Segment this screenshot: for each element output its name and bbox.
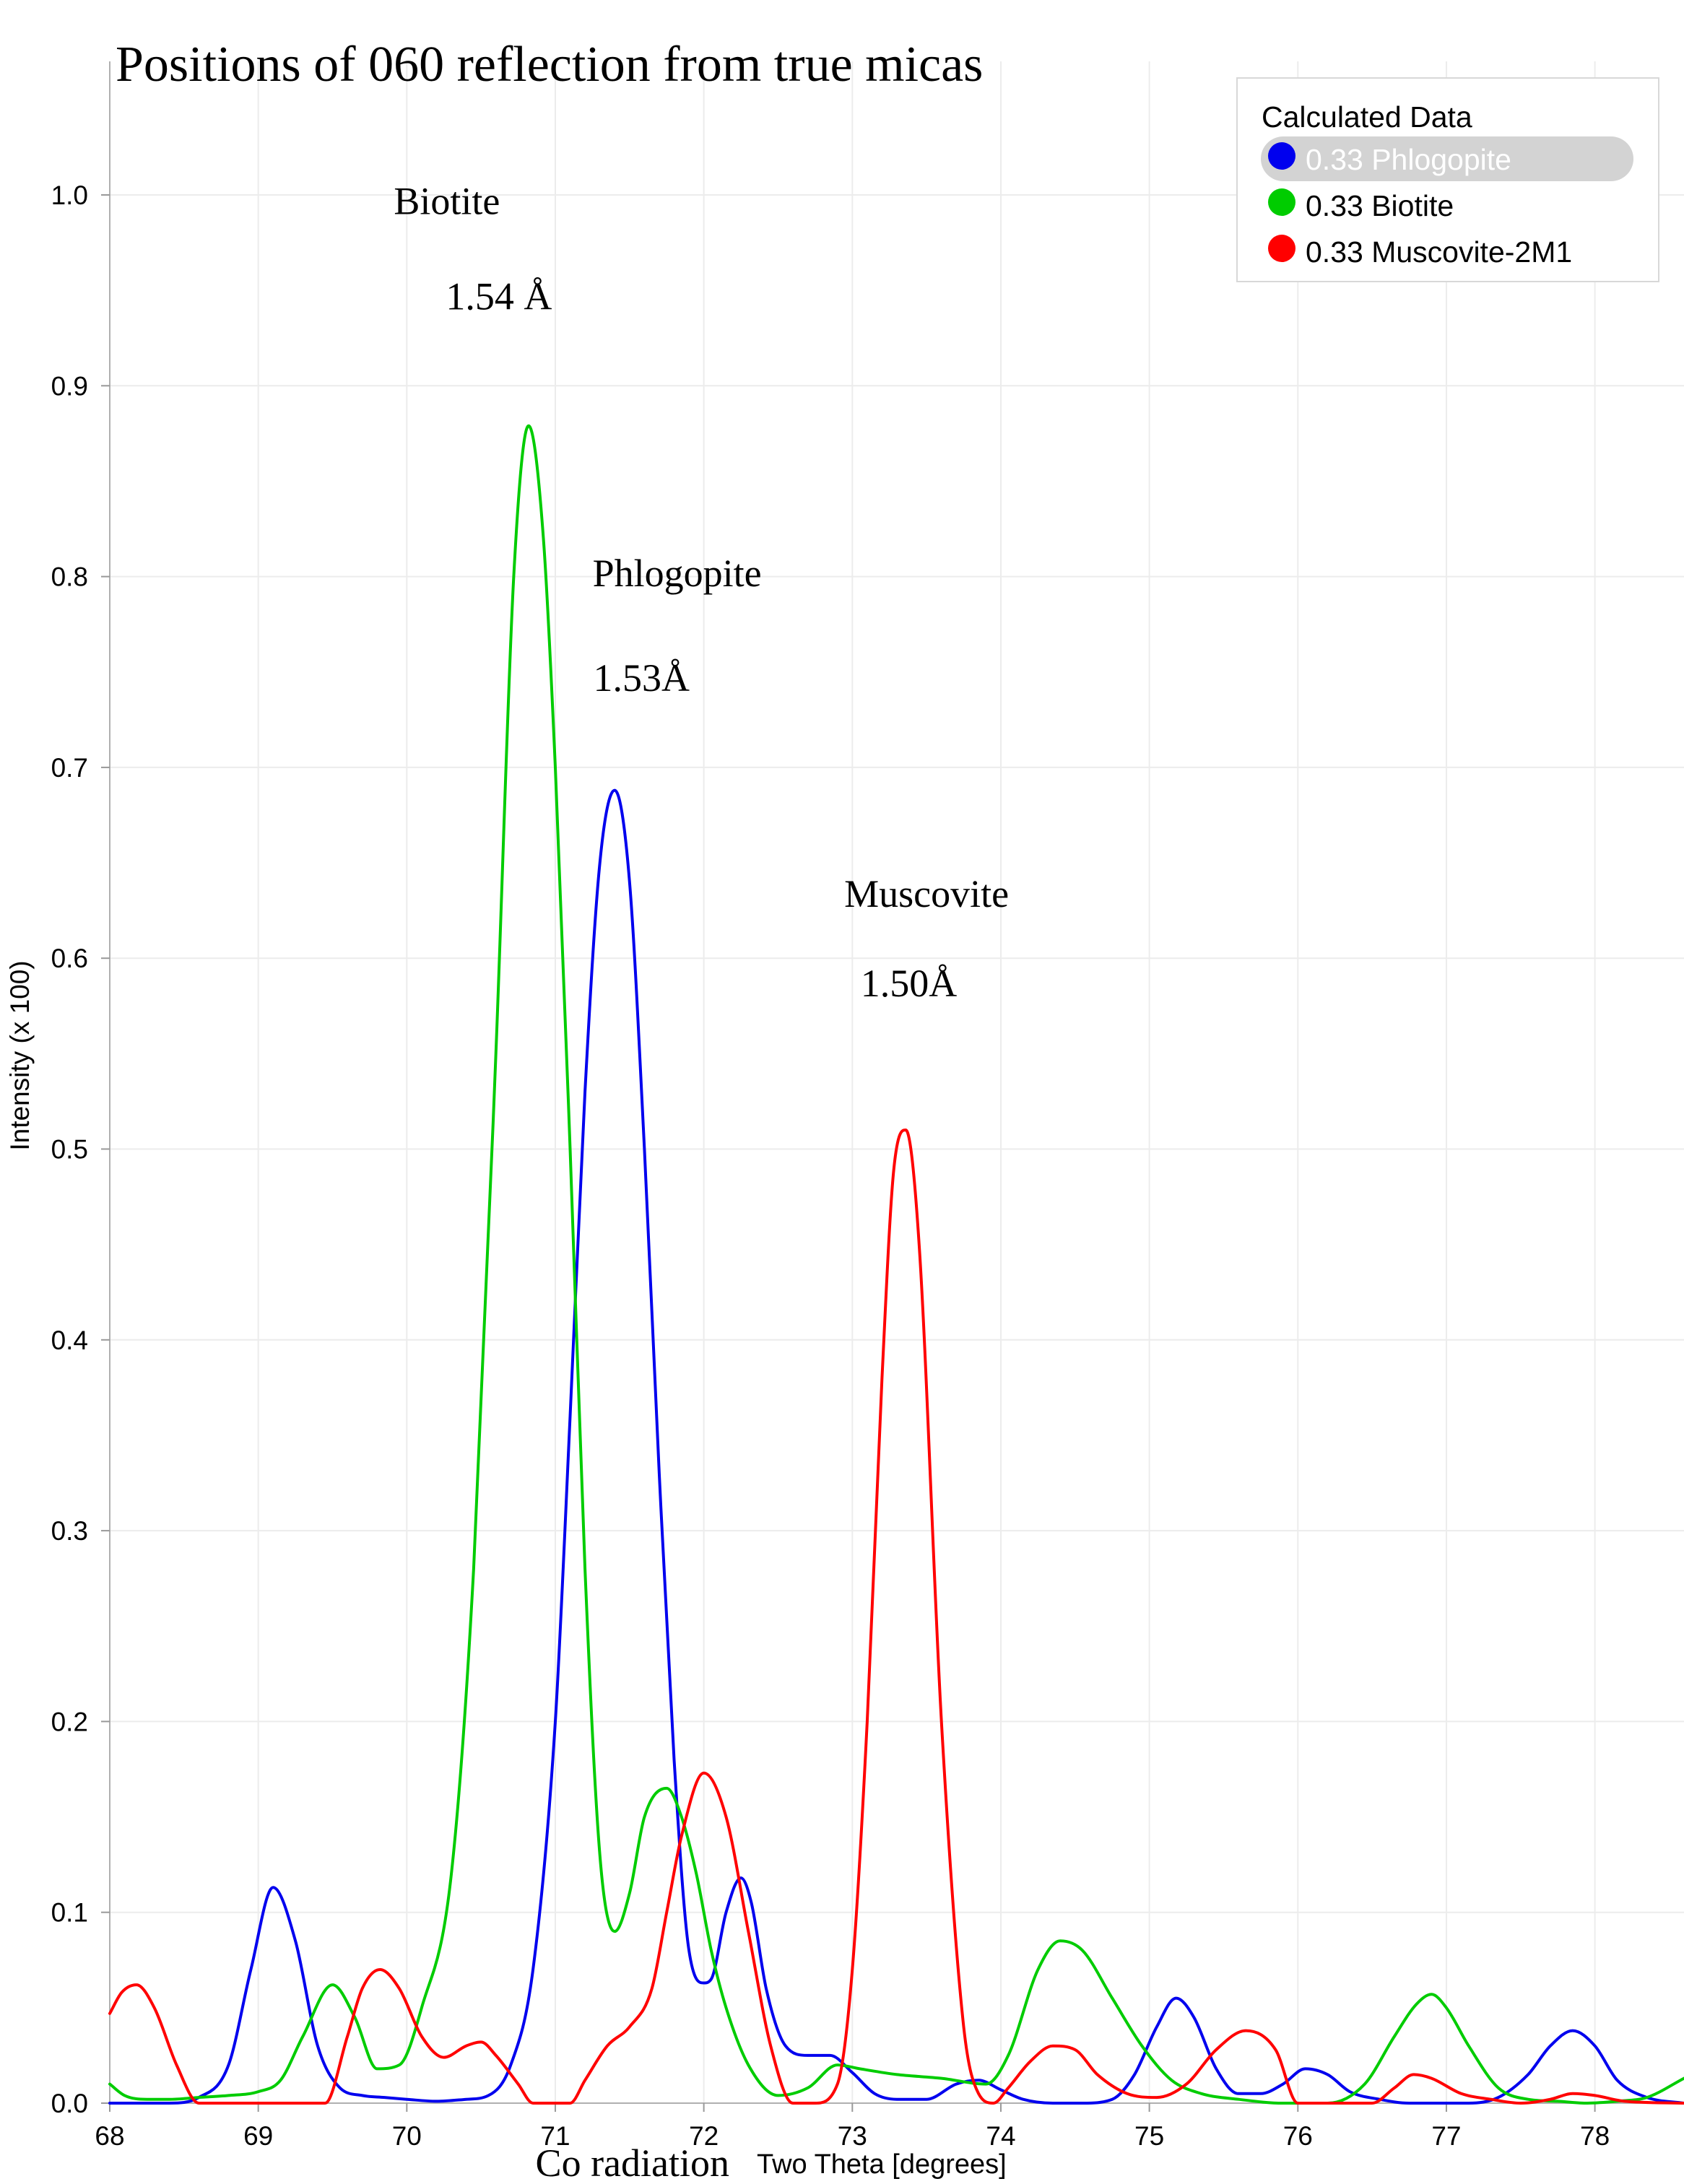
x-tick-label: 69 bbox=[243, 2121, 273, 2151]
x-tick-label: 73 bbox=[838, 2121, 867, 2151]
annotation-label: Phlogopite bbox=[593, 552, 762, 595]
annotation-label: Biotite bbox=[394, 179, 500, 222]
chart-title: Positions of 060 reflection from true mi… bbox=[116, 37, 983, 92]
x-tick-label: 68 bbox=[95, 2121, 124, 2151]
legend-selection-highlight bbox=[1261, 136, 1633, 181]
x-ticks: 68 69 70 71 72 73 74 75 76 77 78 bbox=[95, 2103, 1610, 2151]
legend-entry[interactable]: 0.33 Phlogopite bbox=[1261, 136, 1633, 181]
legend-label: 0.33 Biotite bbox=[1306, 189, 1454, 222]
annotation-layer: Biotite 1.54 Å Phlogopite 1.53Å Muscovite 1.5… bbox=[394, 179, 1009, 1005]
x-tick-label: 76 bbox=[1283, 2121, 1313, 2151]
y-tick-label: 0.8 bbox=[51, 562, 88, 592]
x-tick-label: 78 bbox=[1580, 2121, 1610, 2151]
legend-entry[interactable]: 0.33 Muscovite-2M1 bbox=[1268, 235, 1572, 269]
phlogopite-curve bbox=[108, 788, 1684, 2105]
legend-swatch bbox=[1268, 142, 1295, 170]
legend-label: 0.33 Muscovite-2M1 bbox=[1306, 235, 1572, 269]
y-tick-label: 0.7 bbox=[51, 753, 88, 783]
legend-entry[interactable]: 0.33 Biotite bbox=[1268, 188, 1454, 222]
legend[interactable]: Calculated Data 0.33 Phlogopite 0.33 Biot… bbox=[1236, 77, 1659, 282]
y-tick-label: 1.0 bbox=[51, 180, 88, 210]
x-tick-label: 74 bbox=[986, 2121, 1015, 2151]
y-tick-label: 0.5 bbox=[51, 1135, 88, 1165]
y-ticks: 0.0 0.1 0.2 0.3 0.4 0.5 0.6 0.7 0.8 0.9 1.0 bbox=[51, 180, 110, 2118]
y-tick-label: 0.6 bbox=[51, 944, 88, 973]
muscovite-curve bbox=[108, 1128, 1684, 2105]
x-axis-note: Co radiation bbox=[536, 2141, 729, 2184]
x-tick-label: 71 bbox=[540, 2121, 570, 2151]
legend-title: Calculated Data bbox=[1262, 100, 1472, 134]
x-axis-label: Two Theta [degrees] bbox=[757, 2149, 1007, 2180]
annotation-label: Muscovite bbox=[844, 872, 1009, 915]
legend-swatch bbox=[1268, 188, 1295, 216]
legend-label: 0.33 Phlogopite bbox=[1306, 143, 1511, 176]
annotation-label: 1.54 Å bbox=[446, 275, 552, 318]
y-tick-label: 0.2 bbox=[51, 1707, 88, 1736]
x-tick-label: 70 bbox=[392, 2121, 422, 2151]
legend-entries: 0.33 Phlogopite 0.33 Biotite 0.33 Muscovit… bbox=[1261, 136, 1633, 269]
y-tick-label: 0.3 bbox=[51, 1516, 88, 1546]
x-tick-label: 72 bbox=[689, 2121, 719, 2151]
x-tick-label: 75 bbox=[1134, 2121, 1164, 2151]
y-tick-label: 0.1 bbox=[51, 1898, 88, 1928]
annotation-label: 1.50Å bbox=[861, 962, 958, 1005]
legend-swatch bbox=[1268, 235, 1295, 262]
y-tick-label: 0.9 bbox=[51, 371, 88, 401]
x-tick-label: 77 bbox=[1431, 2121, 1461, 2151]
y-axis-label: Intensity (x 100) bbox=[5, 960, 35, 1150]
series-layer bbox=[108, 424, 1684, 2105]
annotation-label: 1.53Å bbox=[594, 656, 690, 700]
y-tick-label: 0.0 bbox=[51, 2089, 88, 2118]
y-tick-label: 0.4 bbox=[51, 1326, 88, 1355]
